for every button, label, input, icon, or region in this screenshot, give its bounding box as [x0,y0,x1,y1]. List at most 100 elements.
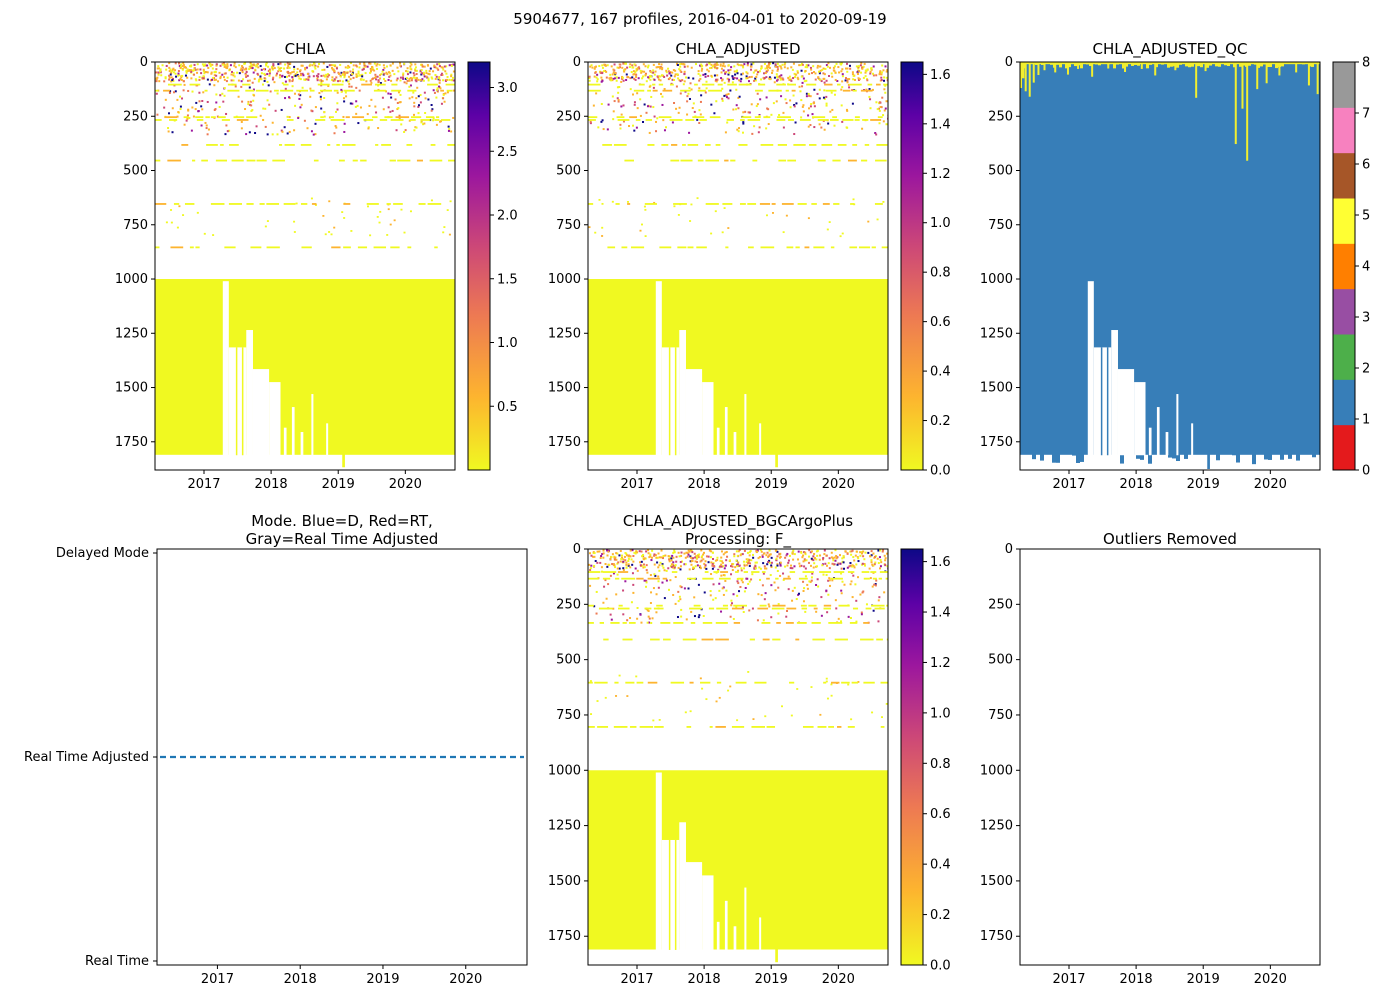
colorbar-tick-label: 8 [1362,56,1370,71]
y-category-label: Real Time Adjusted [24,750,149,765]
y-tick-label: 250 [556,109,581,124]
y-tick-label: 1250 [980,326,1013,341]
x-tick-label: 2018 [255,477,288,492]
qc-yellow-spike [1107,62,1110,69]
qc-yellow-spike [1020,62,1022,89]
y-tick-label: 750 [988,218,1013,233]
x-tick-label: 2017 [1052,972,1085,987]
x-tick-label: 2019 [1187,477,1220,492]
chla_adjusted_qc-axes-border [1019,61,1321,471]
qc-yellow-spike [1043,62,1046,71]
x-tick-label: 2019 [755,477,788,492]
qc-yellow-spike [1028,62,1031,97]
qc-colorbar-segment [1333,243,1355,290]
outliers-plot-area [1020,549,1320,965]
qc-yellow-spike [1032,62,1035,83]
colorbar-tick-label: 0.4 [930,858,951,873]
subplot-bgc: 2017 2018 2019 2020 0 250 500 750 1000 1250 1500 17… [548,542,951,987]
qc-yellow-spike [1256,62,1259,90]
bgc-deep-spike [775,948,778,963]
x-tick-label: 2017 [187,477,220,492]
y-tick-label: 0 [573,542,581,557]
colorbar-tick-label: 1.4 [930,606,951,621]
title-bgc-line2: Processing: F_ [685,530,792,549]
colorbar-tick-label: 5 [1362,209,1370,224]
chla_adjusted_qc-content [1020,62,1320,469]
colorbar-tick-label: 2 [1362,362,1370,377]
qc-yellow-spike [1091,62,1094,77]
colorbar-tick-label: 4 [1362,260,1370,275]
chla-content [155,62,455,468]
colorbar-tick-label: 1.0 [930,706,951,721]
colorbar-tick-label: 0.8 [930,266,951,281]
y-tick-label: 1000 [548,763,581,778]
x-tick-label: 2018 [1120,972,1153,987]
x-tick-label: 2020 [1254,477,1287,492]
title-mode-line2: Gray=Real Time Adjusted [246,530,439,548]
title-mode-line1: Mode. Blue=D, Red=RT, [251,512,433,530]
x-tick-label: 2018 [688,972,721,987]
colorbar-tick-label: 0.2 [930,414,951,429]
y-tick-label: 1000 [980,272,1013,287]
x-tick-label: 2020 [1254,972,1287,987]
y-tick-label: 500 [556,164,581,179]
qc-yellow-spike [1174,62,1177,71]
qc-deep-spike [1207,453,1210,469]
colorbar-tick-label: 0.2 [930,908,951,923]
qc-colorbar-segment [1333,152,1355,199]
qc-colorbar-segment [1333,424,1355,471]
qc-yellow-spike [1024,62,1027,92]
x-tick-label: 2017 [620,972,653,987]
subplot-chla-adjusted-qc: 2017 2018 2019 2020025050075010001250150017… [980,55,1370,492]
chla_adjusted-axes-border [587,61,889,471]
qc-yellow-spike [1278,62,1281,76]
colorbar-tick-label: 0 [1362,464,1370,479]
colorbar-tick-label: 0.8 [930,757,951,772]
bgc-axes-border [587,548,889,966]
subplot-chla-adjusted: 2017 2018 2019 2020 0 250 500 750 1000 1250 1500 17… [548,55,951,492]
colorbar-tick-label: 1.5 [497,272,518,287]
subplot-outliers: 2017 2018 2019 2020 0 250 500 750 1000 1250 1500 17… [980,542,1321,987]
bgc-deep-block [588,770,888,950]
y-tick-label: 250 [988,597,1013,612]
qc-yellow-spike [1195,62,1198,98]
subplot-chla: 2017 2018 2019 2020 0 250 500 750 1000 1250 1500 17… [115,55,518,492]
y-tick-label: 0 [1005,55,1013,70]
y-tick-label: 1500 [980,381,1013,396]
chla_adjusted-content [588,62,888,468]
y-tick-label: 750 [123,218,148,233]
x-tick-label: 2019 [755,972,788,987]
y-tick-label: 0 [573,55,581,70]
colorbar-tick-label: 0.0 [930,959,951,974]
y-tick-label: 750 [988,708,1013,723]
colorbar-tick-label: 0.5 [497,400,518,415]
qc-yellow-spike [1307,62,1310,86]
y-tick-label: 250 [123,109,148,124]
y-tick-label: 1750 [980,435,1013,450]
qc-yellow-spike [1077,62,1080,69]
chla-colorbar [468,62,490,470]
colorbar-tick-label: 0.4 [930,365,951,380]
bgc-colorbar [901,549,923,965]
colorbar-tick-label: 0.0 [930,464,951,479]
title-chla: CHLA [285,40,326,58]
y-tick-label: 1500 [548,381,581,396]
figure-suptitle: 5904677, 167 profiles, 2016-04-01 to 202… [513,10,886,28]
y-tick-label: 1500 [980,874,1013,889]
y-tick-label: 750 [556,218,581,233]
x-tick-label: 2017 [1052,477,1085,492]
qc-yellow-spike [1154,62,1157,76]
qc-yellow-spike [1234,62,1237,145]
x-tick-label: 2020 [449,972,482,987]
y-tick-label: 1250 [548,819,581,834]
chla_adjusted-deep-spike [775,453,778,468]
qc-yellow-spike [1124,62,1127,72]
x-tick-label: 2019 [322,477,355,492]
y-tick-label: 250 [988,109,1013,124]
colorbar-tick-label: 2.5 [497,145,518,160]
y-tick-label: 750 [556,708,581,723]
qc-blue-block [1020,63,1320,455]
y-tick-label: 1000 [548,272,581,287]
colorbar-tick-label: 0.6 [930,315,951,330]
